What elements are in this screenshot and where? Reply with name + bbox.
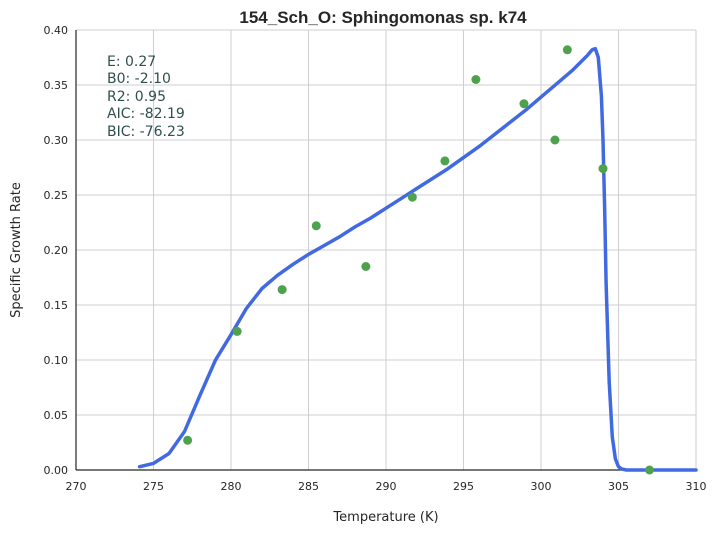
y-tick-label: 0.30 (44, 134, 69, 147)
data-point (277, 285, 287, 295)
chart-title: 154_Sch_O: Sphingomonas sp. k74 (239, 8, 527, 27)
tick-labels: 270 275 280 285 290 295 300 305 310 0.00 0.05 0.10 0… (44, 24, 707, 493)
data-point (519, 99, 529, 109)
y-tick-label: 0.40 (44, 24, 69, 37)
stat-b0: B0: -2.10 (107, 71, 171, 87)
y-tick-label: 0.20 (44, 244, 69, 257)
data-point (440, 156, 450, 166)
y-tick-label: 0.25 (44, 189, 69, 202)
x-tick-label: 300 (531, 480, 552, 493)
data-point (645, 465, 654, 475)
y-tick-label: 0.00 (44, 464, 69, 477)
grid-lines (76, 29, 697, 470)
x-axis-label: Temperature (K) (332, 510, 438, 525)
stats-annotation: E: 0.27 B0: -2.10 R2: 0.95 AIC: -82.19 B… (107, 54, 185, 140)
x-tick-label: 285 (298, 480, 319, 493)
fitted-curve-line (137, 46, 698, 472)
data-point (598, 164, 608, 174)
x-tick-label: 280 (221, 480, 242, 493)
data-point (407, 192, 417, 202)
stat-bic: BIC: -76.23 (107, 124, 185, 140)
axes (75, 30, 696, 471)
data-point (311, 221, 321, 231)
y-tick-label: 0.15 (44, 299, 69, 312)
x-tick-label: 305 (608, 480, 629, 493)
x-tick-label: 275 (143, 480, 164, 493)
stat-r2: R2: 0.95 (107, 89, 166, 105)
x-tick-label: 310 (686, 480, 707, 493)
x-tick-label: 270 (66, 480, 87, 493)
fitted-curve (137, 46, 698, 472)
y-axis-label: Specific Growth Rate (9, 182, 24, 318)
x-tick-label: 295 (453, 480, 474, 493)
x-tick-label: 290 (376, 480, 397, 493)
data-point (562, 45, 572, 55)
data-point (232, 326, 242, 336)
observed-points (183, 45, 654, 475)
data-point (550, 135, 560, 145)
stat-e: E: 0.27 (107, 54, 156, 70)
data-point (361, 262, 371, 271)
y-tick-label: 0.05 (44, 409, 69, 422)
data-point (183, 435, 193, 445)
y-tick-label: 0.35 (44, 79, 69, 92)
y-tick-label: 0.10 (44, 354, 69, 367)
stat-aic: AIC: -82.19 (107, 106, 185, 122)
data-point (471, 75, 481, 84)
